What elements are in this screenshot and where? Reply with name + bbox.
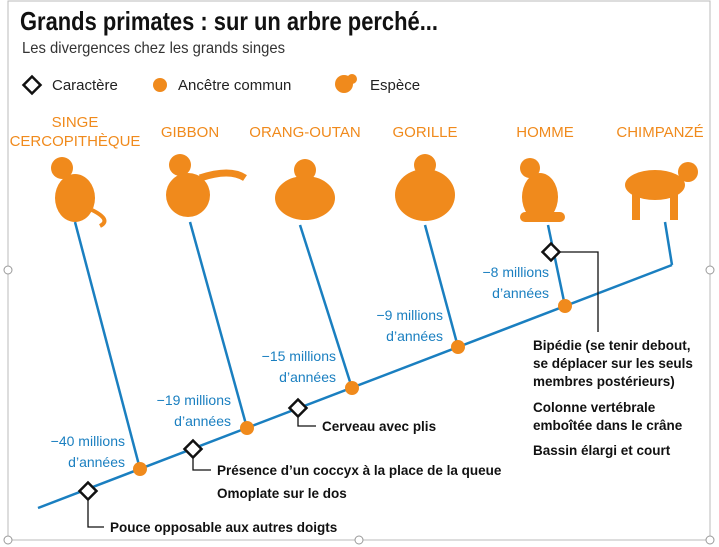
character-text: Cerveau avec plis xyxy=(322,419,436,434)
date: d’années xyxy=(174,413,231,429)
character-text: emboîtée dans le crâne xyxy=(533,418,683,433)
ancestor-nodes xyxy=(133,299,572,476)
species-label: ORANG-OUTAN xyxy=(249,124,360,141)
legend-label: Espèce xyxy=(370,77,420,94)
character-text: Pouce opposable aux autres doigts xyxy=(110,520,337,535)
character-text: se déplacer sur les seuls xyxy=(533,356,693,371)
date: −40 millions xyxy=(51,433,125,449)
legend-dot xyxy=(153,78,167,92)
species-label: CHIMPANZÉ xyxy=(616,124,703,141)
handles xyxy=(3,265,715,545)
character-text: Bipédie (se tenir debout, xyxy=(533,338,691,353)
title: Grands primates : sur un arbre perché... xyxy=(20,6,438,36)
node-dates: −40 millions d’années −19 millions d’ann… xyxy=(51,264,549,470)
legend-icon xyxy=(335,74,357,93)
date: d’années xyxy=(492,285,549,301)
date: d’années xyxy=(68,454,125,470)
species-icons xyxy=(51,154,698,228)
date: d’années xyxy=(279,369,336,385)
species-label: SINGE xyxy=(52,114,99,131)
character-text: Omoplate sur le dos xyxy=(217,486,347,501)
species-label: GORILLE xyxy=(392,124,457,141)
character-text: membres postérieurs) xyxy=(533,374,675,389)
date: −15 millions xyxy=(262,348,336,364)
character-text: Colonne vertébrale xyxy=(533,400,656,415)
character-text: Bassin élargi et court xyxy=(533,443,671,458)
character-text: Présence d’un coccyx à la place de la qu… xyxy=(217,463,502,478)
species-label: CERCOPITHÈQUE xyxy=(10,133,141,150)
species-labels: SINGE CERCOPITHÈQUE GIBBON ORANG-OUTAN G… xyxy=(10,114,704,150)
species-label: HOMME xyxy=(516,124,574,141)
date: −9 millions xyxy=(376,307,443,323)
legend-label: Caractère xyxy=(52,77,118,94)
date: d’années xyxy=(386,328,443,344)
subtitle: Les divergences chez les grands singes xyxy=(22,40,285,57)
species-label: GIBBON xyxy=(161,124,219,141)
legend-label: Ancêtre commun xyxy=(178,77,291,94)
date: −8 millions xyxy=(482,264,549,280)
date: −19 millions xyxy=(157,392,231,408)
characters: Pouce opposable aux autres doigts Présen… xyxy=(77,241,693,535)
legend-diamond xyxy=(21,74,43,96)
